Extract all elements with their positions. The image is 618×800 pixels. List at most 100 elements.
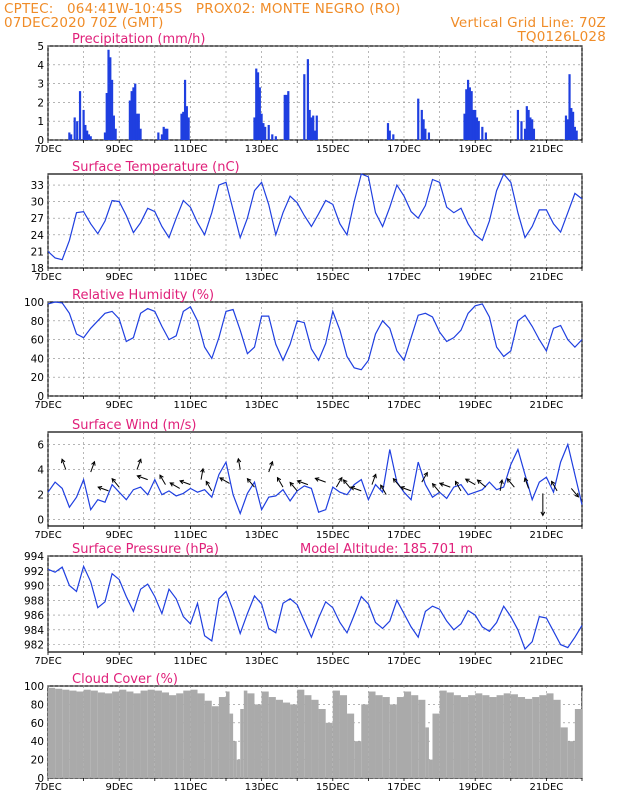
precip-bar — [531, 119, 534, 140]
wind-arrow-head — [60, 458, 66, 464]
wind-arrow-head — [236, 457, 242, 463]
wind-arrow — [400, 486, 412, 492]
precip-bar — [110, 79, 114, 140]
cloud-area-segment — [539, 695, 547, 778]
precip-bar — [264, 126, 267, 140]
precip-bar — [166, 128, 169, 140]
wind-arrow-head — [392, 477, 398, 483]
rh-xtick-label: 17DEC — [387, 400, 421, 411]
temp-ytick-label: 21 — [31, 246, 44, 258]
rh-frame — [47, 301, 583, 397]
precip-bar — [313, 130, 317, 140]
cloud-xtick-label: 21DEC — [530, 782, 564, 793]
cloud-area-segment — [240, 709, 244, 778]
precip-bar — [306, 59, 309, 140]
rh-ytick-label: 60 — [31, 335, 44, 347]
precip-bar — [481, 126, 484, 140]
cloud-area-segment — [83, 689, 91, 778]
cloud-area-segment — [104, 693, 113, 778]
precip-xtick-label: 11DEC — [174, 144, 208, 155]
cloud-area-segment — [297, 689, 305, 778]
precip-bar — [137, 113, 140, 140]
wind-arrow — [477, 479, 487, 488]
wind-xtick-label: 13DEC — [245, 530, 279, 541]
precip-bar — [308, 109, 311, 140]
precip-bar — [472, 109, 475, 140]
wind-arrow — [343, 479, 351, 489]
precip-bar — [260, 113, 263, 140]
temp-xtick-label: 21DEC — [530, 272, 564, 283]
cloud-area-segment — [532, 697, 540, 778]
header-line1: CPTEC: 064:41W-10:45S PROX02: MONTE NEGR… — [4, 1, 401, 17]
wind-arrow — [159, 474, 166, 485]
wind-arrow — [392, 478, 401, 488]
cloud-area-segment — [236, 759, 241, 778]
cloud-area-segment — [475, 693, 483, 778]
press-xtick-label: 9DEC — [106, 656, 133, 667]
cloud-ytick-label: 0 — [37, 773, 44, 785]
precip-bar — [84, 124, 87, 140]
wind-arrow-head — [136, 474, 142, 480]
precip-bar — [424, 128, 427, 140]
press-title: Surface Pressure (hPa) — [72, 542, 219, 557]
wind-arrow-head — [464, 478, 470, 483]
wind-arrow-head — [574, 492, 580, 498]
wind-arrow — [380, 484, 387, 495]
wind-xtick-label: 19DEC — [458, 530, 492, 541]
cloud-area-segment — [254, 704, 262, 778]
temp-xtick-label: 9DEC — [106, 272, 133, 283]
cloud-area-segment — [304, 695, 312, 778]
cloud-area-segment — [489, 697, 497, 778]
wind-arrow-head — [399, 486, 405, 491]
wind-arrow-head — [205, 480, 210, 486]
precip-bar — [135, 113, 139, 140]
wind-arrow-head — [159, 474, 164, 480]
cloud-area-segment — [503, 693, 511, 778]
precip-bar — [253, 117, 256, 140]
cloud-area-segment — [311, 699, 319, 778]
press-xtick-label: 19DEC — [458, 656, 492, 667]
precip-bar — [564, 115, 568, 140]
cloud-area-segment — [460, 697, 469, 778]
precip-bar — [465, 89, 468, 140]
precip-bar — [532, 128, 536, 140]
precip-bar — [271, 134, 274, 140]
precip-bar — [274, 136, 277, 140]
precip-bar — [572, 111, 575, 140]
precip-bar — [255, 68, 258, 140]
precip-bar — [463, 113, 466, 140]
cloud-area-segment — [268, 697, 276, 778]
cloud-area-segment — [147, 689, 155, 778]
header-code: TQ0126L028 — [517, 29, 606, 45]
temp-ytick-label: 33 — [31, 180, 44, 192]
cloud-area-segment — [396, 697, 404, 778]
wind-arrow — [421, 472, 428, 483]
precip-bar — [182, 111, 185, 140]
wind-arrow — [350, 486, 362, 492]
wind-arrow-head — [91, 460, 96, 466]
cloud-area-segment — [468, 695, 476, 778]
wind-arrow — [98, 486, 109, 492]
precip-bar — [417, 98, 420, 140]
cloud-area-segment — [411, 695, 419, 778]
cloud-area-segment — [517, 697, 526, 778]
cloud-area-segment — [553, 699, 561, 778]
wind-arrow — [524, 477, 530, 489]
precip-bar — [109, 57, 112, 140]
rh-xtick-label: 15DEC — [316, 400, 350, 411]
precip-bar — [315, 115, 318, 140]
rh-xtick-label: 7DEC — [34, 400, 61, 411]
cloud-area-segment — [318, 709, 326, 778]
cloud-area-segment — [446, 692, 454, 778]
wind-ytick-label: 4 — [37, 465, 44, 477]
rh-xtick-label: 21DEC — [530, 400, 564, 411]
wind-ytick-label: 2 — [37, 490, 44, 502]
precip-bar — [160, 134, 164, 140]
precip-bar — [132, 87, 135, 140]
press-xtick-label: 21DEC — [530, 656, 564, 667]
rh-xtick-label: 19DEC — [458, 400, 492, 411]
wind-arrow-head — [296, 479, 302, 485]
cloud-area-segment — [211, 706, 219, 778]
press-ytick-label: 992 — [24, 566, 44, 578]
cloud-area-segment — [332, 690, 340, 778]
